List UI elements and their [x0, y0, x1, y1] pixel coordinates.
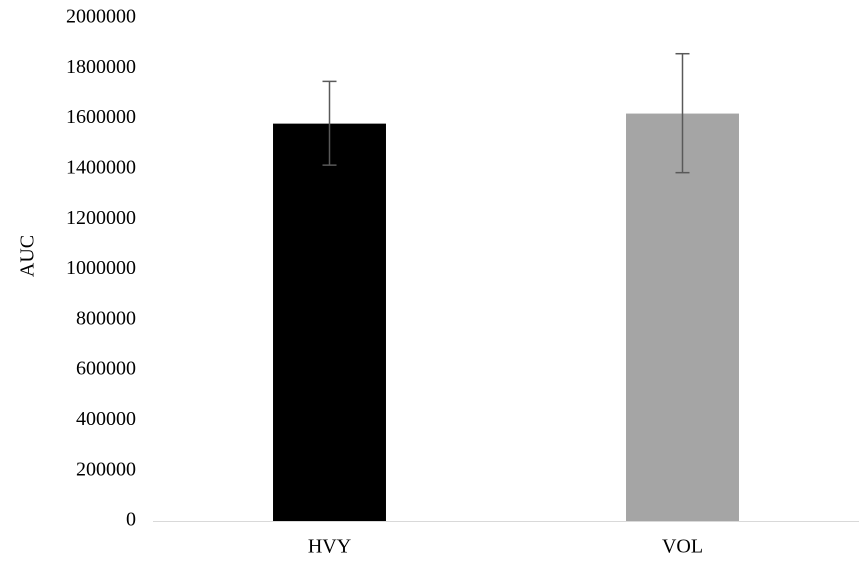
error-bars-group: [322, 52, 690, 174]
y-tick-label: 2000000: [66, 6, 136, 28]
y-axis-label: AUC: [17, 235, 39, 277]
x-tick-label-hvy: HVY: [308, 536, 351, 558]
error-bar-vol: [675, 52, 690, 174]
bar-vol: [626, 113, 739, 521]
y-tick-label: 1800000: [66, 56, 136, 78]
y-tick-label: 1400000: [66, 156, 136, 178]
y-tick-label: 200000: [76, 458, 136, 480]
x-tick-label-vol: VOL: [662, 536, 703, 558]
error-bar-hvy: [322, 80, 337, 166]
bars-group: [273, 113, 739, 521]
y-tick-label: 1000000: [66, 257, 136, 279]
x-axis-ticks: HVY VOL: [308, 536, 703, 558]
y-tick-label: 0: [126, 509, 136, 531]
y-tick-label: 400000: [76, 408, 136, 430]
y-tick-label: 600000: [76, 358, 136, 380]
y-tick-label: 1200000: [66, 207, 136, 229]
y-tick-label: 800000: [76, 307, 136, 329]
y-axis-ticks: 0 200000 400000 600000 800000 1000000 1200000 1…: [66, 6, 136, 531]
bar-hvy: [273, 123, 386, 521]
y-tick-label: 1600000: [66, 106, 136, 128]
